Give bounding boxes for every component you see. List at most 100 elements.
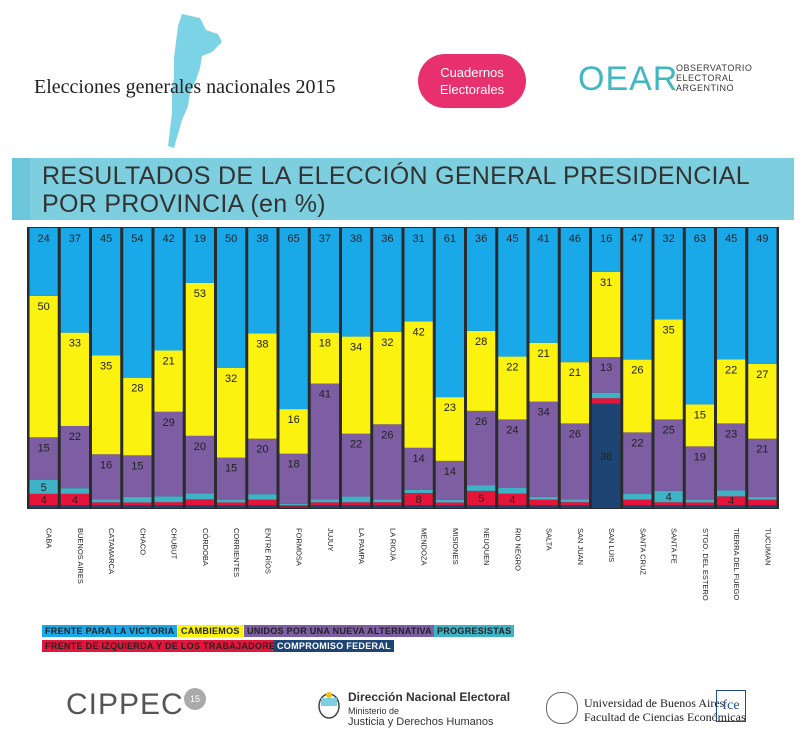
bar-segment-fpv — [92, 228, 121, 356]
bar-segment-compromiso — [435, 505, 464, 508]
oear-subtitle: OBSERVATORIO ELECTORAL ARGENTINO — [676, 63, 752, 93]
data-label: 24 — [38, 233, 50, 245]
data-label: 20 — [256, 444, 268, 456]
bar-segment-una — [685, 446, 714, 500]
bar-segment-cambiemos — [279, 409, 308, 454]
bar-segment-cambiemos — [60, 332, 89, 426]
data-label: 16 — [100, 459, 112, 471]
bar-segment-fpv — [560, 228, 589, 363]
data-label: 27 — [756, 369, 768, 381]
data-label: 35 — [100, 360, 112, 372]
data-label: 45 — [725, 233, 737, 245]
bar-segment-una — [60, 425, 89, 489]
bar-segment-fpv — [60, 228, 89, 333]
cuadernos-badge: Cuadernos Electorales — [418, 54, 526, 108]
bar-segment-fpv — [592, 228, 621, 272]
data-label: 4 — [666, 492, 672, 504]
bar-segment-compromiso — [185, 505, 214, 508]
bar-segment-fpv — [748, 228, 777, 364]
bar-segment-fpv — [123, 228, 152, 378]
category-label: SAN JUAN — [576, 528, 585, 565]
bar-segment-compromiso — [373, 505, 402, 508]
bar-segment-compromiso — [248, 505, 277, 508]
data-label: 38 — [256, 233, 268, 245]
data-label: 14 — [413, 453, 425, 465]
oear-line1: OBSERVATORIO — [676, 63, 753, 73]
bar-segment-progresistas — [748, 496, 777, 500]
bar-segment-cambiemos — [560, 362, 589, 424]
argentina-map-icon — [168, 14, 222, 148]
category-label: TIERRA DEL FUEGO — [732, 528, 741, 600]
bar-segment-una — [342, 433, 371, 497]
bar-segment-cambiemos — [185, 282, 214, 436]
bar-segment-compromiso — [279, 506, 308, 508]
data-label: 4 — [41, 495, 47, 507]
data-label: 4 — [728, 496, 734, 508]
data-label: 22 — [350, 439, 362, 451]
bar-segment-progresistas — [592, 392, 621, 399]
data-label: 21 — [569, 367, 581, 379]
data-label: 31 — [600, 277, 612, 289]
data-label: 50 — [225, 233, 237, 245]
data-label: 22 — [725, 364, 737, 376]
badge-line2: Electorales — [439, 82, 505, 97]
data-label: 26 — [631, 365, 643, 377]
bar-segment-una — [654, 419, 683, 491]
category-label: SANTA CRUZ — [638, 528, 647, 575]
bar-segment-fpv — [685, 228, 714, 405]
bar-segment-cambiemos — [592, 271, 621, 358]
data-label: 5 — [478, 493, 484, 505]
category-label: JUJUY — [326, 528, 335, 551]
bar-segment-fpv — [435, 228, 464, 398]
bar-segment-cambiemos — [217, 368, 246, 458]
bar-segment-progresistas — [154, 496, 183, 503]
bar-segment-progresistas — [467, 485, 496, 491]
bar-segment-fpv — [623, 228, 652, 360]
data-label: 8 — [416, 494, 422, 506]
bar-segment-fit — [373, 502, 402, 506]
bar-segment-fpv — [279, 228, 308, 410]
data-label: 20 — [194, 441, 206, 453]
data-label: 22 — [506, 362, 518, 374]
data-label: 61 — [444, 233, 456, 245]
data-label: 31 — [413, 233, 425, 245]
bar-segment-cambiemos — [467, 330, 496, 411]
bar-segment-fpv — [529, 228, 558, 343]
bar-segment-fit — [342, 502, 371, 506]
header-title: Elecciones generales nacionales 2015 — [34, 76, 336, 98]
data-label: 4 — [72, 495, 78, 507]
title-banner — [12, 158, 794, 220]
data-label: 41 — [538, 233, 550, 245]
data-label: 15 — [38, 442, 50, 454]
bar-segment-fit — [185, 499, 214, 506]
bar-segment-cambiemos — [717, 359, 746, 424]
data-label: 26 — [475, 416, 487, 428]
data-label: 47 — [631, 233, 643, 245]
data-label: 21 — [538, 348, 550, 360]
data-label: 34 — [538, 407, 550, 419]
data-label: 32 — [663, 233, 675, 245]
bar-segment-progresistas — [60, 488, 89, 494]
bar-segment-una — [560, 423, 589, 500]
bar-segment-una — [529, 401, 558, 497]
data-label: 45 — [506, 233, 518, 245]
data-label: 4 — [509, 494, 515, 506]
cippec-15-badge: 15 — [184, 688, 206, 710]
category-label: ENTRE RÍOS — [263, 528, 272, 574]
bar-segment-una — [498, 419, 527, 488]
fce-logo: fce — [716, 690, 746, 722]
bar-segment-cambiemos — [529, 342, 558, 402]
bar-segment-fpv — [248, 228, 277, 334]
data-label: 38 — [350, 233, 362, 245]
bar-segment-cambiemos — [685, 404, 714, 447]
bar-segment-una — [217, 457, 246, 500]
bar-segment-compromiso — [560, 505, 589, 508]
data-label: 16 — [600, 233, 612, 245]
bar-segment-cambiemos — [92, 355, 121, 455]
uba-seal-icon — [546, 692, 578, 724]
bar-segment-una — [310, 383, 339, 500]
bar-segment-fit — [467, 490, 496, 506]
bar-segment-fit — [748, 499, 777, 506]
bar-segment-progresistas — [685, 499, 714, 503]
